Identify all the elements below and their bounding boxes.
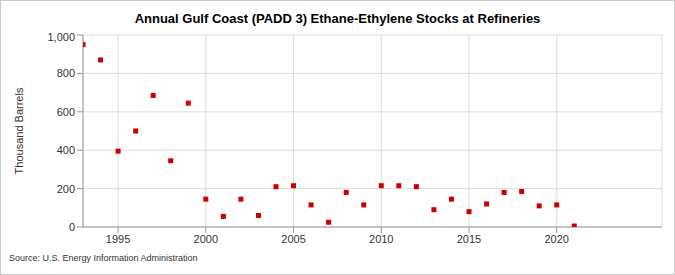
- svg-text:Thousand Barrels: Thousand Barrels: [13, 87, 25, 174]
- svg-text:600: 600: [57, 106, 75, 118]
- svg-text:2005: 2005: [281, 233, 305, 245]
- html-text:Source: U.S. Energy Informatio: Source: U.S. Energy Information Administ…: [9, 253, 198, 263]
- svg-text:2010: 2010: [369, 233, 393, 245]
- svg-text:1995: 1995: [106, 233, 130, 245]
- svg-text:2020: 2020: [544, 233, 568, 245]
- svg-text:1,000: 1,000: [47, 31, 75, 43]
- html-text:Annual Gulf Coast (PADD 3) Eth: Annual Gulf Coast (PADD 3) Ethane-Ethyle…: [134, 11, 541, 26]
- svg-text:800: 800: [57, 67, 75, 79]
- svg-text:400: 400: [57, 144, 75, 156]
- svg-text:0: 0: [69, 221, 75, 233]
- svg-text:2015: 2015: [457, 233, 481, 245]
- svg-text:200: 200: [57, 183, 75, 195]
- svg-text:2000: 2000: [194, 233, 218, 245]
